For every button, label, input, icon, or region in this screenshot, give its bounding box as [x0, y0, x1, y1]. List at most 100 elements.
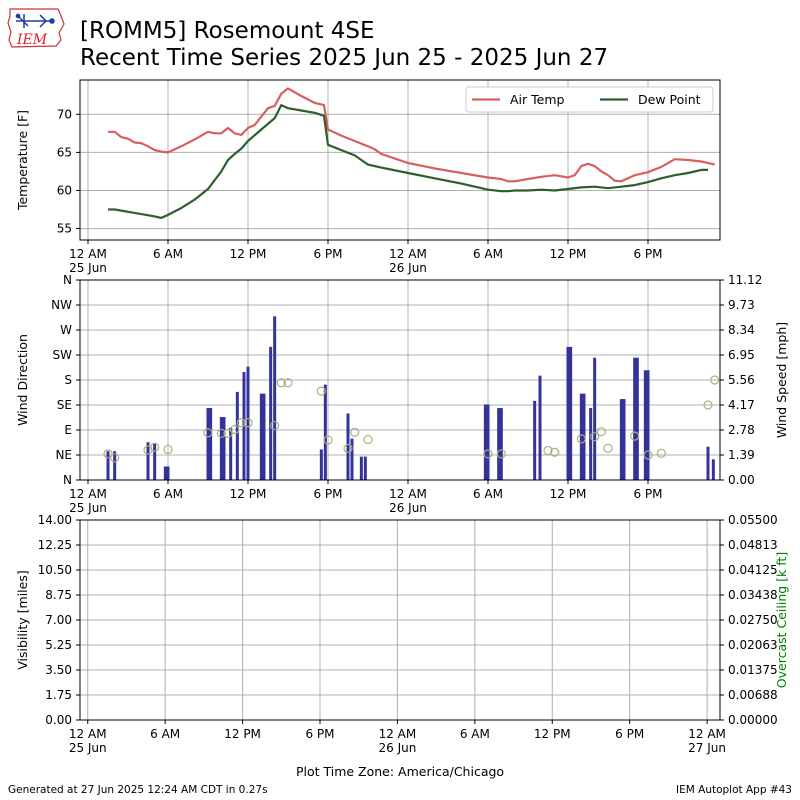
y2-tick-label: 0.03438 [728, 588, 778, 602]
dew-point-line [108, 103, 708, 219]
wind-speed-bar [106, 451, 110, 480]
wind-direction-marker [243, 418, 253, 428]
wind-speed-bar [346, 413, 350, 480]
y-axis-label: Wind Direction [15, 334, 30, 426]
y-tick-label: NW [51, 298, 72, 312]
x-tick-sublabel: 27 Jun [688, 741, 726, 755]
wind-speed-bar [235, 391, 239, 480]
wind-speed-bar [622, 399, 626, 480]
wind-speed-bar [643, 370, 647, 480]
wind-direction-marker [316, 386, 326, 396]
y-tick-label: E [64, 423, 72, 437]
x-tick-label: 12 AM [389, 247, 427, 261]
y-tick-label: N [63, 473, 72, 487]
wind-direction-marker [270, 420, 280, 431]
plot-frame [79, 79, 721, 241]
air-temp-line [108, 87, 715, 183]
y2-tick-label: 0.00688 [728, 688, 778, 702]
wind-speed-bar [219, 417, 223, 480]
wind-direction-marker [596, 427, 606, 437]
wind-direction-marker [350, 427, 360, 437]
wind-speed-bar [222, 417, 226, 480]
weather-station-icon [15, 13, 55, 28]
wind-direction-marker [643, 450, 653, 460]
wind-direction-marker [236, 418, 246, 428]
wind-direction-marker [656, 448, 666, 458]
wind-speed-bar [633, 357, 637, 480]
wind-direction-marker [216, 428, 226, 438]
y-axis-label: Temperature [F] [15, 110, 30, 211]
y2-tick-label: 0.05500 [728, 513, 778, 527]
wind-direction-marker [276, 378, 286, 388]
wind-direction-marker [343, 443, 353, 453]
x-tick-sublabel: 25 Jun [69, 741, 107, 755]
wind-direction-marker [703, 400, 713, 410]
wind-speed-bar [359, 456, 363, 480]
x-tick-sublabel: 26 Jun [389, 501, 427, 515]
plot-frame [79, 279, 721, 481]
wind-direction-marker [543, 445, 553, 456]
iowa-outline-icon [7, 8, 65, 48]
y-tick-label: 1.75 [45, 688, 72, 702]
wind-speed-bar [273, 316, 277, 480]
wind-direction-marker [223, 428, 233, 438]
y2-tick-label: 9.73 [728, 298, 755, 312]
generated-timestamp: Generated at 27 Jun 2025 12:24 AM CDT in… [8, 784, 268, 796]
x-tick-label: 6 AM [460, 727, 490, 741]
y2-tick-label: 11.12 [728, 273, 762, 287]
legend-label: Dew Point [638, 92, 701, 107]
wind-speed-bar [153, 444, 157, 480]
y-tick-label: SE [57, 398, 72, 412]
wind-speed-bar [269, 346, 273, 480]
x-tick-label: 6 AM [153, 247, 183, 261]
wind-speed-bar [350, 438, 354, 480]
y2-tick-label: 2.78 [728, 423, 755, 437]
chart-title-line1: [ROMM5] Rosemount 4SE [80, 18, 375, 44]
y2-axis-label: Overcast Ceiling [k ft] [774, 552, 789, 688]
autoplot-app-label: IEM Autoplot App #43 [676, 784, 792, 796]
x-tick-label: 12 AM [688, 727, 726, 741]
wind-speed-bar [589, 408, 593, 480]
wind-speed-bar [246, 366, 250, 480]
wind-direction-marker [590, 432, 600, 442]
x-tick-label: 6 AM [473, 247, 503, 261]
wind-direction-marker [110, 453, 120, 463]
x-tick-sublabel: 26 Jun [389, 261, 427, 275]
y2-tick-label: 0.00000 [728, 713, 778, 727]
wind-speed-bar [209, 408, 213, 480]
x-tick-sublabel: 25 Jun [69, 261, 107, 275]
wind-direction-marker [483, 449, 493, 459]
wind-direction-marker [150, 442, 160, 452]
y2-tick-label: 8.34 [728, 323, 755, 337]
y2-tick-label: 4.17 [728, 398, 755, 412]
x-tick-label: 6 PM [305, 727, 334, 741]
x-tick-label: 12 PM [230, 247, 267, 261]
x-tick-label: 12 AM [379, 727, 417, 741]
x-tick-sublabel: 26 Jun [378, 741, 416, 755]
wind-speed-bar [646, 370, 650, 480]
wind-speed-bar [319, 449, 323, 480]
x-tick-sublabel: 25 Jun [69, 501, 107, 515]
wind-speed-bar [635, 357, 639, 480]
y-tick-label: 60 [57, 183, 72, 197]
wind-speed-bar [163, 466, 167, 480]
wind-direction-marker [710, 375, 720, 385]
wind-speed-bar [323, 384, 327, 480]
legend-label: Air Temp [510, 92, 565, 107]
y2-tick-label: 0.01375 [728, 663, 778, 677]
y-axis-label: Visibility [miles] [15, 570, 30, 669]
y2-tick-label: 1.39 [728, 448, 755, 462]
y-tick-label: 3.50 [45, 663, 72, 677]
wind-direction-marker [603, 443, 613, 453]
wind-direction-marker [630, 431, 640, 441]
wind-direction-marker [163, 444, 173, 455]
y-tick-label: 7.00 [45, 613, 72, 627]
y-tick-label: 0.00 [45, 713, 72, 727]
wind-direction-marker [496, 449, 506, 459]
y2-tick-label: 6.95 [728, 348, 755, 362]
y-tick-label: 65 [57, 145, 72, 159]
y-tick-label: 55 [57, 222, 72, 236]
x-tick-label: 12 PM [224, 727, 261, 741]
y2-tick-label: 0.00 [728, 473, 755, 487]
